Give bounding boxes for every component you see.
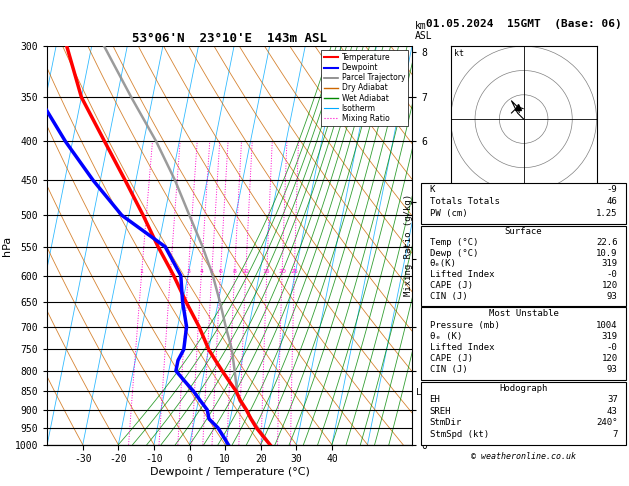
Text: Lifted Index: Lifted Index [430,270,494,279]
Text: 3: 3 [186,269,190,274]
Title: 53°06'N  23°10'E  143m ASL: 53°06'N 23°10'E 143m ASL [132,32,327,45]
Text: 37: 37 [607,396,618,404]
Text: Lifted Index: Lifted Index [430,343,494,352]
Text: 240°: 240° [596,418,618,427]
Text: 5: 5 [209,269,214,274]
Text: 6: 6 [218,269,222,274]
Text: Temp (°C): Temp (°C) [430,238,478,247]
Text: Dewp (°C): Dewp (°C) [430,249,478,258]
Text: PW (cm): PW (cm) [430,209,467,218]
Text: CIN (J): CIN (J) [430,292,467,300]
Text: Totals Totals: Totals Totals [430,197,499,206]
Text: StmDir: StmDir [430,418,462,427]
Text: © weatheronline.co.uk: © weatheronline.co.uk [471,452,576,461]
Text: 43: 43 [607,407,618,416]
Text: 46: 46 [607,197,618,206]
Text: 8: 8 [233,269,237,274]
Text: 25: 25 [291,269,298,274]
Text: 120: 120 [601,281,618,290]
Text: θₑ(K): θₑ(K) [430,260,457,268]
Text: -9: -9 [607,185,618,194]
Text: θₑ (K): θₑ (K) [430,332,462,341]
Text: Pressure (mb): Pressure (mb) [430,321,499,330]
Text: 15: 15 [263,269,270,274]
Text: 1: 1 [140,269,143,274]
Text: 22.6: 22.6 [596,238,618,247]
Text: kt: kt [454,49,464,58]
Y-axis label: hPa: hPa [2,235,12,256]
Text: 10: 10 [242,269,250,274]
Text: SREH: SREH [430,407,451,416]
Text: -0: -0 [607,343,618,352]
Text: 20: 20 [278,269,286,274]
Legend: Temperature, Dewpoint, Parcel Trajectory, Dry Adiabat, Wet Adiabat, Isotherm, Mi: Temperature, Dewpoint, Parcel Trajectory… [321,50,408,126]
Text: EH: EH [430,396,440,404]
Text: 120: 120 [601,354,618,363]
Text: 319: 319 [601,332,618,341]
Text: CIN (J): CIN (J) [430,365,467,374]
X-axis label: Dewpoint / Temperature (°C): Dewpoint / Temperature (°C) [150,467,309,477]
Text: -0: -0 [607,270,618,279]
Text: 2: 2 [169,269,172,274]
Text: Mixing Ratio (g/kg): Mixing Ratio (g/kg) [404,194,413,296]
Text: 319: 319 [601,260,618,268]
Text: Most Unstable: Most Unstable [489,310,559,318]
Text: StmSpd (kt): StmSpd (kt) [430,430,489,439]
Text: CAPE (J): CAPE (J) [430,354,472,363]
Text: 93: 93 [607,365,618,374]
Text: CAPE (J): CAPE (J) [430,281,472,290]
Text: K: K [430,185,435,194]
Text: Surface: Surface [505,227,542,236]
Text: 01.05.2024  15GMT  (Base: 06): 01.05.2024 15GMT (Base: 06) [426,19,621,30]
Text: km
ASL: km ASL [415,20,433,41]
Text: Hodograph: Hodograph [499,384,548,393]
Text: 93: 93 [607,292,618,300]
Text: 7: 7 [612,430,618,439]
Text: 4: 4 [199,269,203,274]
Text: 10.9: 10.9 [596,249,618,258]
Text: 1004: 1004 [596,321,618,330]
Text: 1.25: 1.25 [596,209,618,218]
Text: LCL: LCL [416,388,432,398]
